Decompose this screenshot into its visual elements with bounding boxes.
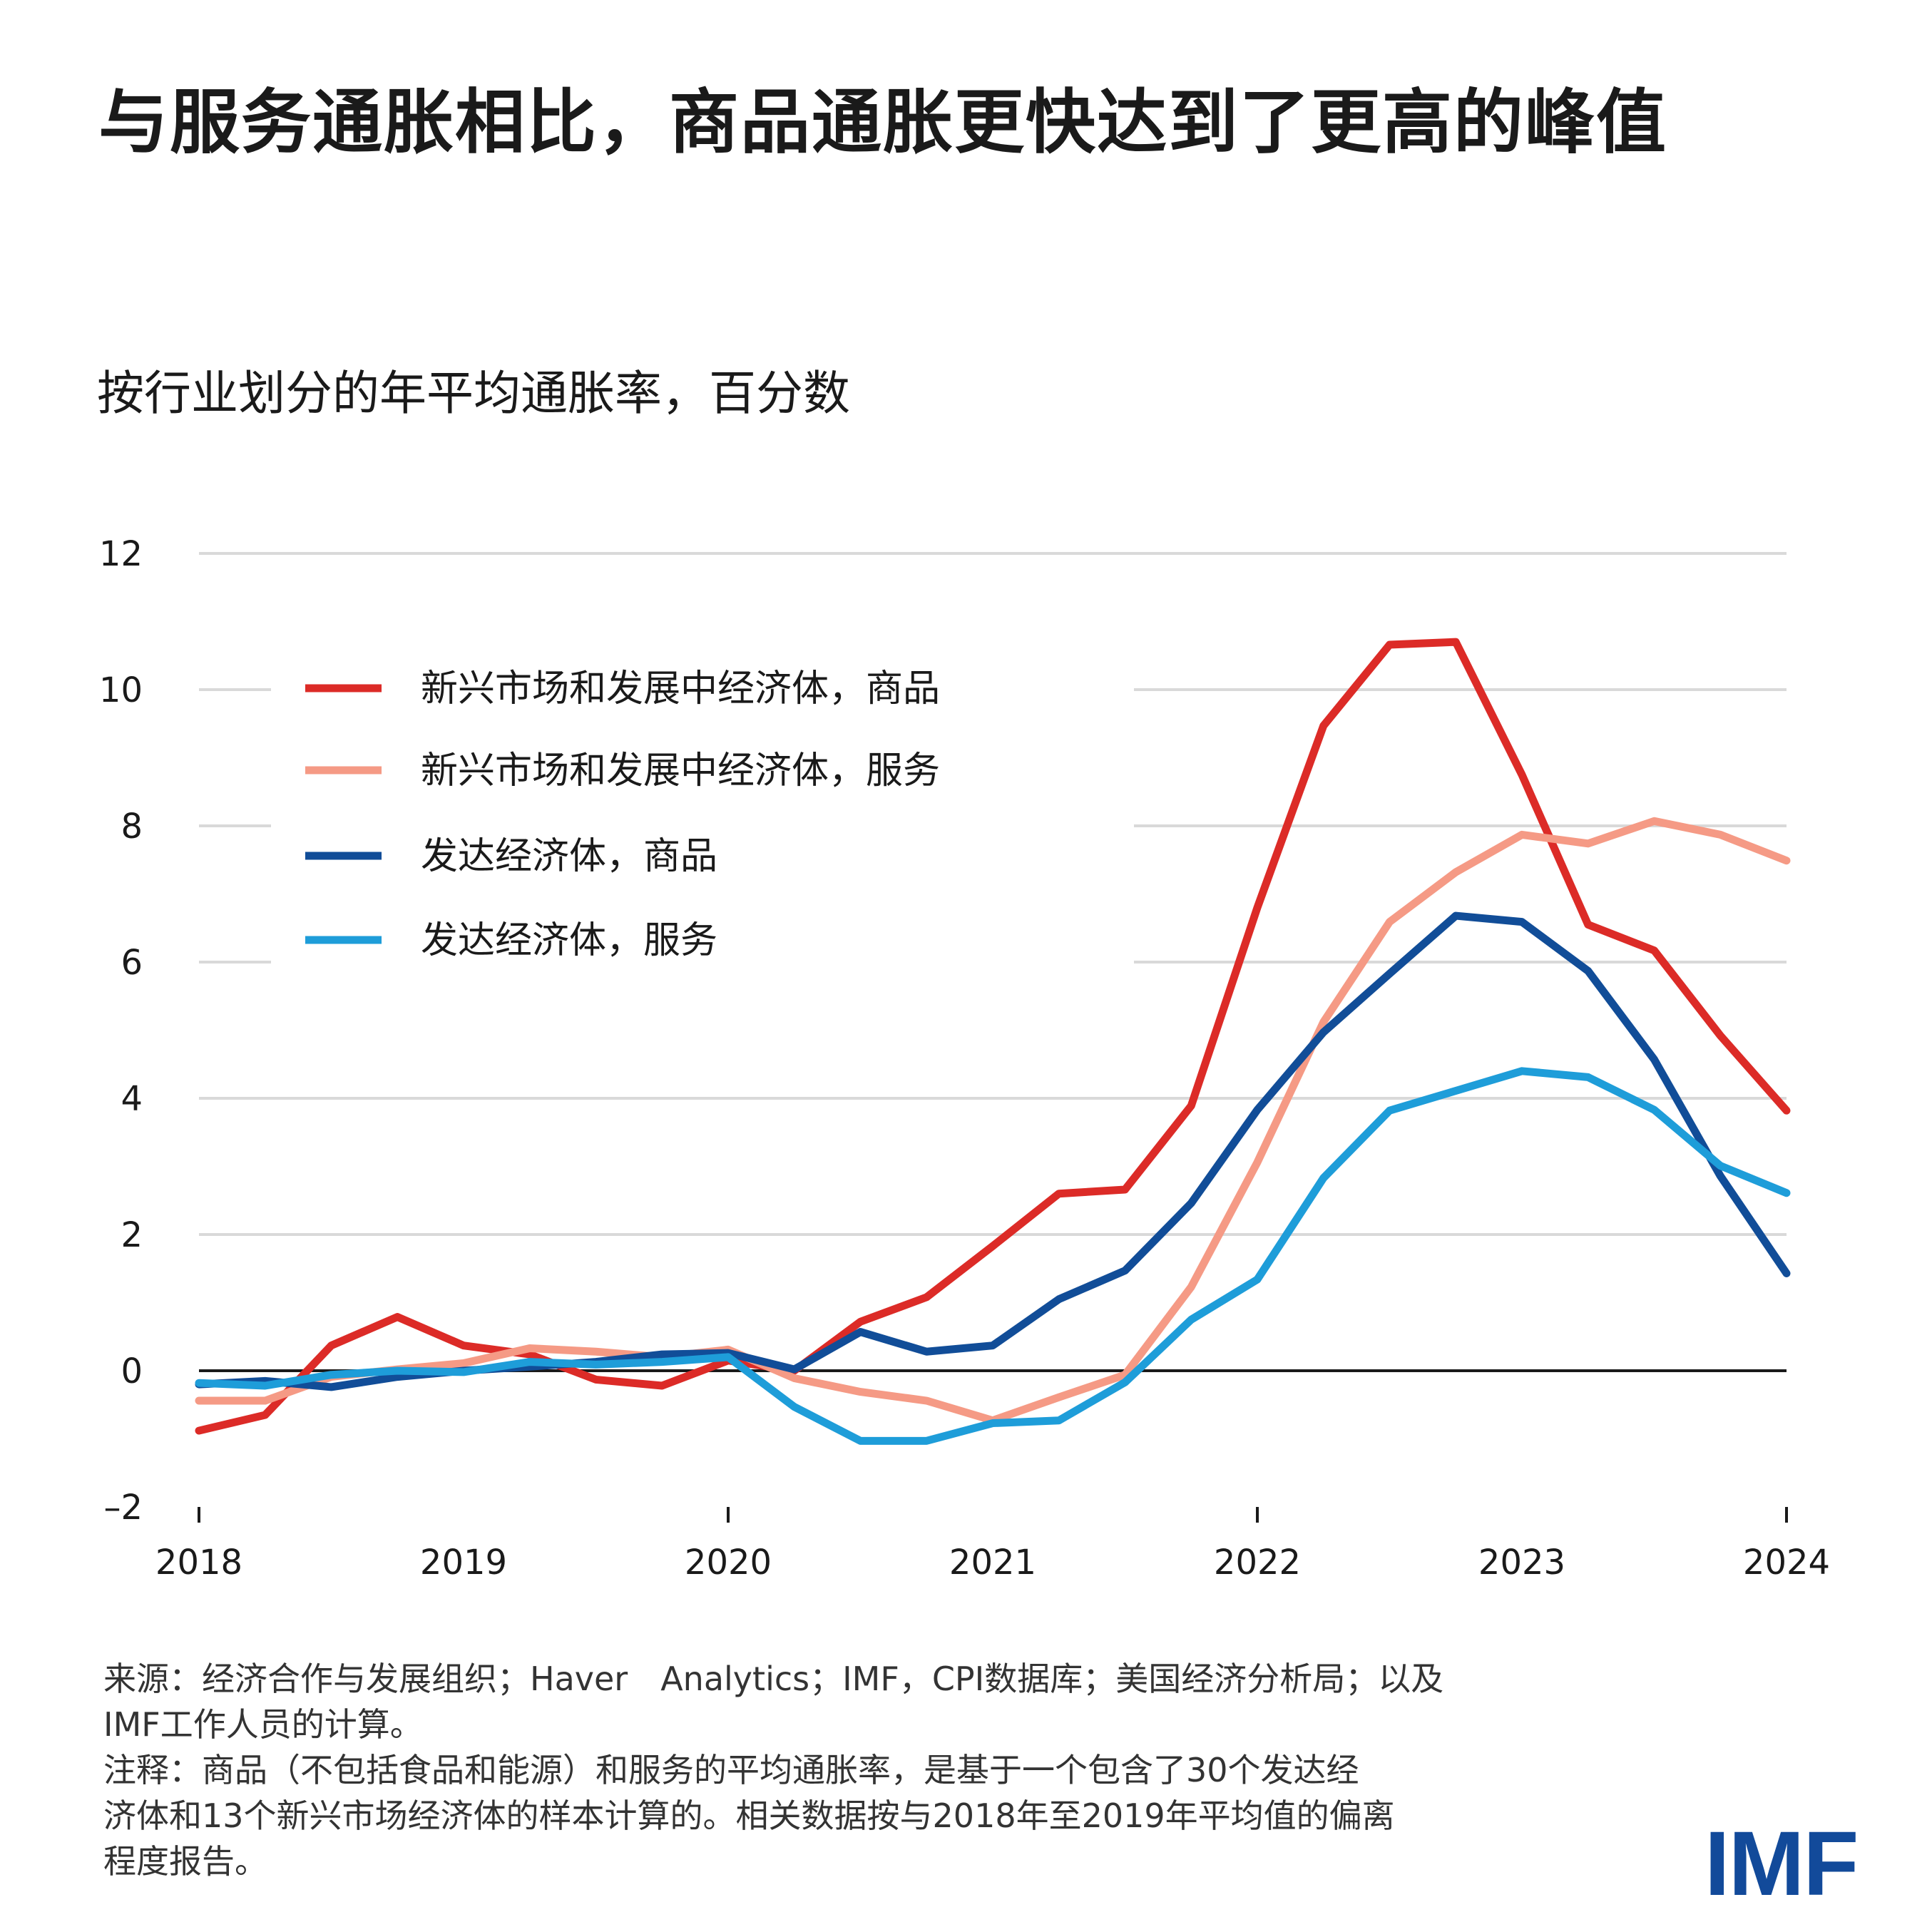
legend-label: 新兴市场和发展中经济体，服务 <box>421 750 940 792</box>
chart-title: 与服务通胀相比，商品通胀更快达到了更高的峰值 <box>98 82 1668 163</box>
series-3 <box>195 911 1791 1391</box>
y-tick-label: 2 <box>121 1215 143 1255</box>
chart-subtitle: 按行业划分的年平均通胀率，百分数 <box>97 366 850 421</box>
legend-label: 发达经济体，商品 <box>421 835 717 878</box>
y-tick-label: 12 <box>99 534 143 574</box>
series-1 <box>195 638 1791 1435</box>
y-tick-label: –2 <box>103 1488 143 1528</box>
series-4 <box>195 1067 1791 1445</box>
y-tick-label: 0 <box>121 1351 143 1391</box>
y-tick-label: 10 <box>99 670 143 710</box>
x-tick-label: 2019 <box>420 1543 507 1583</box>
source-line: 来源：经济合作与发展组织；Haver Analytics；IMF，CPI数据库；… <box>103 1660 1444 1698</box>
imf-logo: IMF <box>1704 1813 1859 1915</box>
y-tick-label: 8 <box>121 807 143 847</box>
legend-label: 新兴市场和发展中经济体，商品 <box>421 668 940 710</box>
note-line: 注释：商品（不包括食品和能源）和服务的平均通胀率，是基于一个包含了30个发达经 <box>103 1751 1359 1789</box>
legend-background <box>271 628 1134 970</box>
y-tick-label: 4 <box>121 1079 143 1119</box>
footer: 来源：经济合作与发展组织；Haver Analytics；IMF，CPI数据库；… <box>103 1656 1587 1884</box>
x-tick-label: 2024 <box>1743 1543 1830 1583</box>
y-tick-label: 6 <box>121 943 143 983</box>
note-line: 济体和13个新兴市场经济体的样本计算的。相关数据按与2018年至2019年平均值… <box>103 1796 1395 1835</box>
source-line: IMF工作人员的计算。 <box>103 1705 423 1744</box>
x-tick-label: 2020 <box>685 1543 772 1583</box>
x-tick-label: 2018 <box>155 1543 242 1583</box>
legend-label: 发达经济体，服务 <box>421 919 717 962</box>
series-line <box>195 1067 1791 1445</box>
note-line: 程度报告。 <box>103 1842 267 1881</box>
x-tick-label: 2021 <box>949 1543 1036 1583</box>
x-tick-label: 2023 <box>1478 1543 1565 1583</box>
series-line <box>195 911 1791 1391</box>
x-tick-label: 2022 <box>1214 1543 1301 1583</box>
